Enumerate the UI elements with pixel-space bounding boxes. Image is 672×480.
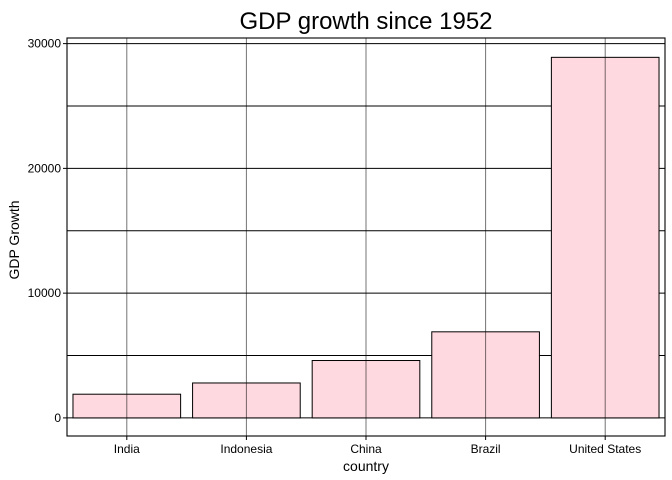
x-tick-label-4: United States	[569, 442, 641, 456]
y-axis-title: GDP Growth	[6, 200, 22, 279]
x-tick-label-3: Brazil	[471, 442, 501, 456]
y-tick-label-0: 0	[54, 411, 61, 425]
chart-title: GDP growth since 1952	[239, 8, 492, 35]
y-tick-label-1: 10000	[28, 286, 62, 300]
x-axis: India Indonesia China Brazil United States	[114, 436, 641, 456]
x-tick-label-0: India	[114, 442, 140, 456]
x-tick-label-2: China	[350, 442, 382, 456]
y-tick-label-3: 30000	[28, 37, 62, 51]
y-tick-label-2: 20000	[28, 161, 62, 175]
x-axis-title: country	[343, 458, 389, 474]
vertical-gridlines	[126, 38, 606, 436]
x-tick-label-1: Indonesia	[220, 442, 272, 456]
y-axis: 0 10000 20000 30000	[28, 37, 67, 425]
